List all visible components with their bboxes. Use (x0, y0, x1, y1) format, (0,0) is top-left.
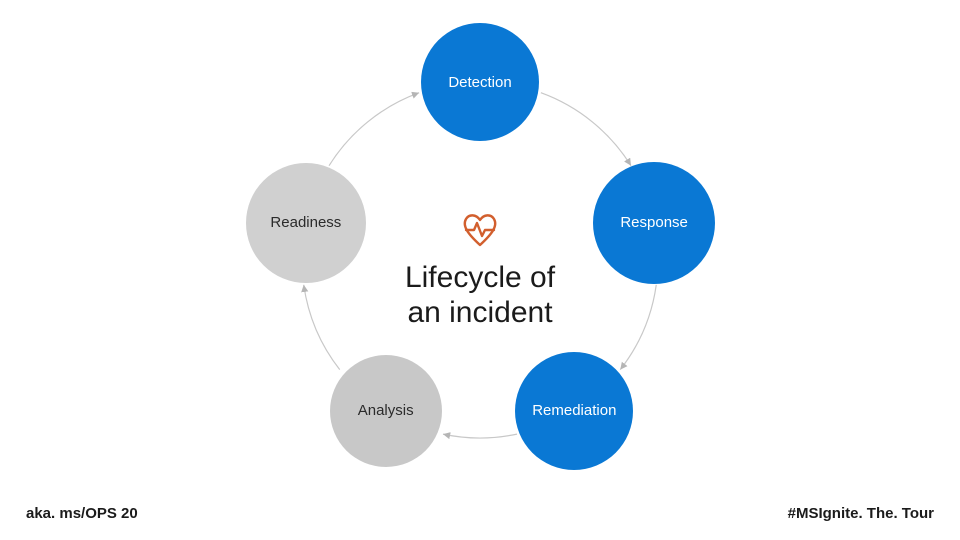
cycle-arc (304, 285, 340, 370)
heart-pulse-icon (460, 212, 500, 253)
diagram-title: Lifecycle of an incident (405, 261, 555, 330)
node-label: Response (620, 214, 688, 231)
footer-right-text: #MSIgnite. The. Tour (788, 505, 934, 522)
title-line-1: Lifecycle of (405, 261, 555, 294)
center-block: Lifecycle of an incident (360, 212, 600, 330)
node-label: Remediation (532, 402, 616, 419)
node-readiness: Readiness (246, 163, 366, 283)
title-line-2: an incident (407, 296, 552, 329)
node-response: Response (593, 162, 715, 284)
node-analysis: Analysis (330, 355, 442, 467)
node-label: Analysis (358, 402, 414, 419)
node-remediation: Remediation (515, 352, 633, 470)
cycle-arc (541, 93, 631, 166)
slide-stage: Lifecycle of an incident aka. ms/OPS 20 … (0, 0, 960, 540)
node-label: Readiness (270, 214, 341, 231)
cycle-arc (443, 434, 517, 438)
cycle-arc (620, 285, 656, 370)
node-label: Detection (448, 74, 511, 91)
cycle-arc (329, 93, 419, 166)
node-detection: Detection (421, 23, 539, 141)
footer-left-text: aka. ms/OPS 20 (26, 505, 138, 522)
